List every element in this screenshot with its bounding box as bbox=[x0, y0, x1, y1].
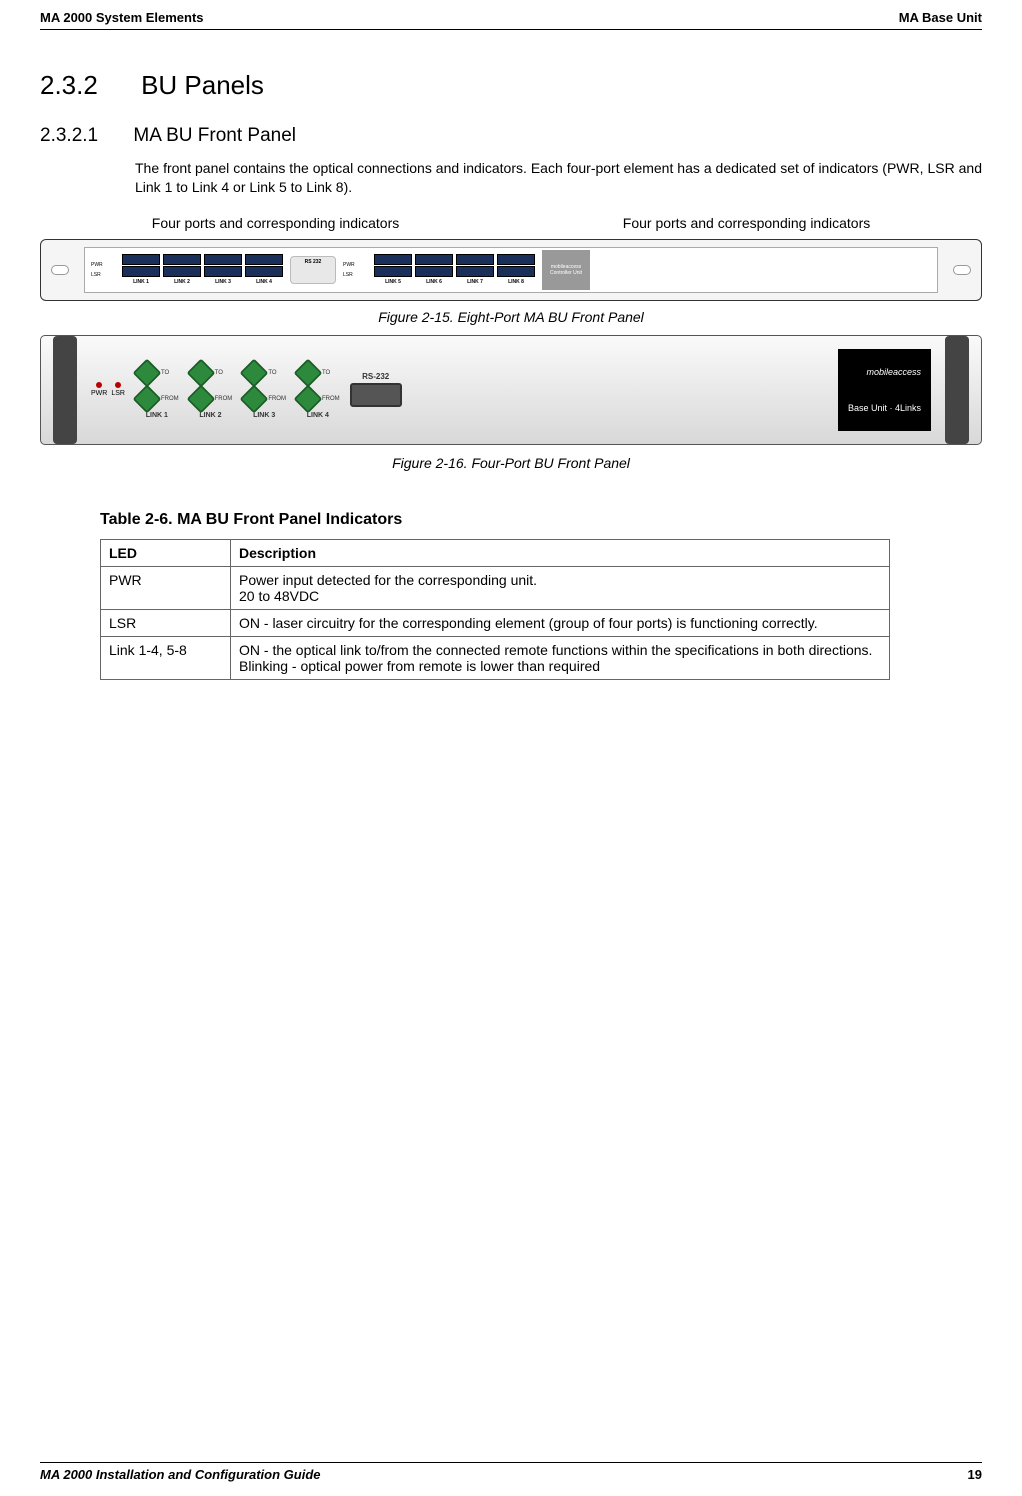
table-row: PWR Power input detected for the corresp… bbox=[101, 566, 890, 609]
indicator-block: PWR LSR bbox=[91, 382, 125, 397]
panel-inner: PWR LSR LINK 1 LINK 2 LINK 3 LINK 4 RS 2… bbox=[84, 247, 938, 293]
table-row: Link 1-4, 5-8 ON - the optical link to/f… bbox=[101, 636, 890, 679]
cell-desc: Power input detected for the correspondi… bbox=[231, 566, 890, 609]
subsection-title: MA BU Front Panel bbox=[133, 125, 296, 146]
optical-link: TOFROMLINK 2 bbox=[189, 361, 233, 419]
section-num: 2.3.2 bbox=[40, 70, 98, 100]
rs232-block: RS-232 bbox=[350, 372, 402, 407]
section-heading-minor: 2.3.2.1 MA BU Front Panel bbox=[40, 125, 982, 147]
cell-led: PWR bbox=[101, 566, 231, 609]
optical-link: TOFROMLINK 3 bbox=[242, 361, 286, 419]
indicator-label-left: Four ports and corresponding indicators bbox=[78, 215, 474, 231]
link-port: LINK 7 bbox=[456, 254, 494, 285]
lsr-label: LSR bbox=[343, 272, 371, 278]
mounting-flange bbox=[53, 336, 77, 444]
link-port: LINK 6 bbox=[415, 254, 453, 285]
table-row: LSR ON - laser circuitry for the corresp… bbox=[101, 609, 890, 636]
mounting-flange bbox=[945, 336, 969, 444]
link-port: LINK 1 bbox=[122, 254, 160, 285]
lsr-label: LSR bbox=[91, 272, 119, 278]
indicator-column-right: PWR LSR bbox=[343, 262, 371, 278]
screw-icon bbox=[953, 265, 971, 275]
screw-icon bbox=[51, 265, 69, 275]
indicator-labels-row: Four ports and corresponding indicators … bbox=[40, 215, 982, 231]
panel-inner: PWR LSR TOFROMLINK 1 TOFROMLINK 2 TOFROM… bbox=[77, 349, 945, 431]
pwr-label: PWR bbox=[91, 262, 119, 268]
figure-caption-2: Figure 2-16. Four-Port BU Front Panel bbox=[40, 455, 982, 471]
page-footer: MA 2000 Installation and Configuration G… bbox=[40, 1462, 982, 1482]
link-port: LINK 2 bbox=[163, 254, 201, 285]
rs232-port: RS 232 bbox=[290, 256, 336, 284]
eight-port-panel: PWR LSR LINK 1 LINK 2 LINK 3 LINK 4 RS 2… bbox=[40, 239, 982, 301]
pwr-label: PWR bbox=[343, 262, 371, 268]
pwr-led-icon bbox=[96, 382, 102, 388]
cell-led: LSR bbox=[101, 609, 231, 636]
table-header-led: LED bbox=[101, 539, 231, 566]
link-port: LINK 5 bbox=[374, 254, 412, 285]
section-heading-major: 2.3.2 BU Panels bbox=[40, 70, 982, 101]
brand-badge: mobileaccess Controller Unit bbox=[542, 250, 590, 290]
link-port: LINK 3 bbox=[204, 254, 242, 285]
cell-desc: ON - laser circuitry for the correspondi… bbox=[231, 609, 890, 636]
footer-page-number: 19 bbox=[968, 1467, 982, 1482]
indicators-table: LED Description PWR Power input detected… bbox=[100, 539, 890, 680]
table-header-desc: Description bbox=[231, 539, 890, 566]
lsr-led-icon bbox=[115, 382, 121, 388]
indicator-column-left: PWR LSR bbox=[91, 262, 119, 278]
subsection-num: 2.3.2.1 bbox=[40, 125, 98, 146]
optical-link: TOFROMLINK 1 bbox=[135, 361, 179, 419]
body-paragraph: The front panel contains the optical con… bbox=[135, 159, 982, 197]
link-port: LINK 4 bbox=[245, 254, 283, 285]
page-header: MA 2000 System Elements MA Base Unit bbox=[40, 10, 982, 30]
header-left: MA 2000 System Elements bbox=[40, 10, 204, 25]
cell-led: Link 1-4, 5-8 bbox=[101, 636, 231, 679]
rs232-port-icon bbox=[350, 383, 402, 407]
optical-link: TOFROMLINK 4 bbox=[296, 361, 340, 419]
four-port-panel: PWR LSR TOFROMLINK 1 TOFROMLINK 2 TOFROM… bbox=[40, 335, 982, 445]
indicator-label-right: Four ports and corresponding indicators bbox=[549, 215, 945, 231]
footer-title: MA 2000 Installation and Configuration G… bbox=[40, 1467, 320, 1482]
link-port: LINK 8 bbox=[497, 254, 535, 285]
brand-badge: mobileaccess Base Unit · 4Links bbox=[838, 349, 931, 431]
cell-desc: ON - the optical link to/from the connec… bbox=[231, 636, 890, 679]
table-title: Table 2-6. MA BU Front Panel Indicators bbox=[100, 511, 982, 529]
table-header-row: LED Description bbox=[101, 539, 890, 566]
header-right: MA Base Unit bbox=[899, 10, 982, 25]
figure-caption-1: Figure 2-15. Eight-Port MA BU Front Pane… bbox=[40, 309, 982, 325]
section-title: BU Panels bbox=[141, 70, 264, 100]
